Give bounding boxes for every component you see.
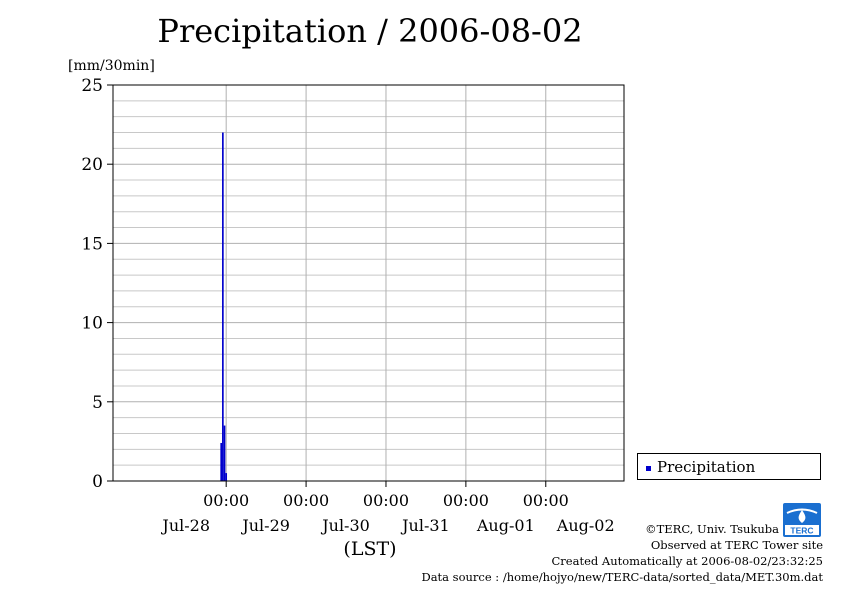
x-date-label: Jul-31: [400, 516, 450, 535]
x-date-label: Jul-28: [160, 516, 210, 535]
x-time-label: 00:00: [203, 491, 249, 510]
x-time-label: 00:00: [523, 491, 569, 510]
x-time-label: 00:00: [283, 491, 329, 510]
credit-created: Created Automatically at 2006-08-02/23:3…: [551, 554, 824, 568]
bar: [222, 132, 224, 481]
credit-copyright: ©TERC, Univ. Tsukuba: [645, 522, 779, 536]
y-tick-label: 5: [92, 393, 103, 413]
y-tick-label: 20: [81, 155, 103, 175]
credit-source: Data source : /home/hojyo/new/TERC-data/…: [421, 570, 823, 584]
y-tick-label: 15: [81, 234, 103, 254]
logo-text: TERC: [790, 526, 813, 536]
x-time-label: 00:00: [363, 491, 409, 510]
bar: [223, 425, 226, 481]
y-axis-label: [mm/30min]: [68, 58, 155, 74]
y-tick-label: 25: [81, 76, 103, 96]
y-tick-label: 10: [81, 314, 103, 334]
plot-frame: [112, 84, 625, 482]
x-time-label: 00:00: [443, 491, 489, 510]
chart-title: Precipitation / 2006-08-02: [157, 12, 583, 50]
legend-swatch: [646, 465, 651, 471]
credit-observed: Observed at TERC Tower site: [650, 538, 823, 552]
y-tick-label: 0: [92, 472, 103, 492]
terc-logo-icon: TERC: [783, 503, 821, 537]
credits-block: ©TERC, Univ. Tsukuba Observed at TERC To…: [421, 521, 823, 585]
bar: [225, 473, 228, 481]
legend-label: Precipitation: [657, 458, 756, 476]
bar: [220, 442, 223, 481]
x-date-label: Jul-30: [320, 516, 370, 535]
x-date-label: Aug-02: [556, 516, 615, 535]
x-date-label: Aug-01: [476, 516, 535, 535]
legend: Precipitation: [637, 453, 821, 480]
x-axis-label: (LST): [343, 538, 396, 560]
x-date-label: Jul-29: [240, 516, 290, 535]
